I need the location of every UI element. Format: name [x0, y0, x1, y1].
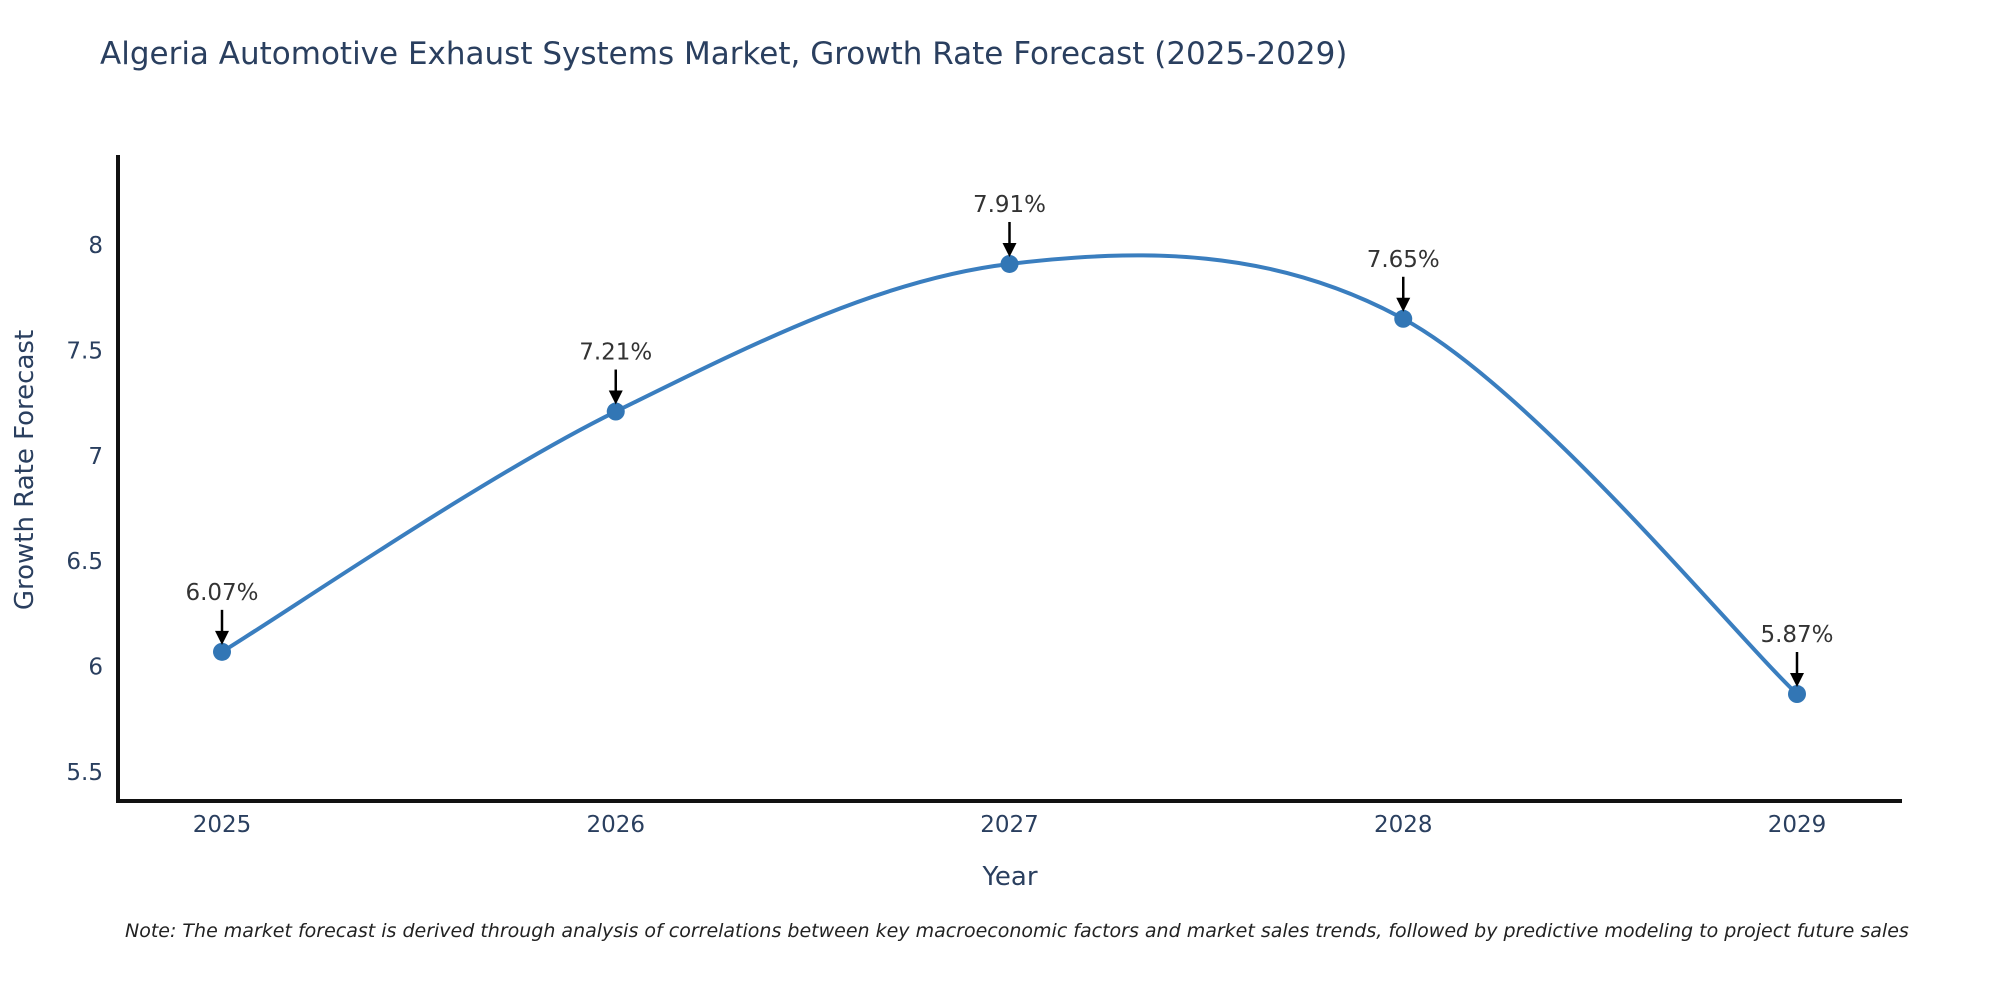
x-tick-label: 2027: [980, 812, 1039, 838]
y-axis-title: Growth Rate Forecast: [10, 330, 40, 610]
point-value-label: 6.07%: [185, 580, 258, 606]
data-point-marker: [1788, 685, 1806, 704]
y-tick-label: 6: [88, 655, 103, 681]
chart-footnote: Note: The market forecast is derived thr…: [125, 920, 1909, 942]
data-point-marker: [213, 642, 231, 661]
y-tick-label: 5.5: [66, 760, 103, 786]
x-tick-label: 2029: [1768, 812, 1827, 838]
point-annotations-group: 6.07% 7.21% 7.91% 7.65% 5.87%: [185, 192, 1834, 688]
y-tick-label: 7: [88, 444, 103, 470]
data-point-markers-group: [213, 254, 1806, 704]
data-point-marker: [1000, 254, 1019, 273]
x-tick-label: 2025: [193, 812, 252, 838]
point-value-label: 7.21%: [579, 340, 652, 366]
point-value-label: 7.91%: [973, 192, 1046, 218]
chart-title: Algeria Automotive Exhaust Systems Marke…: [100, 36, 1348, 72]
y-tick-label: 7.5: [66, 338, 103, 364]
y-axis-tick-labels: 5.5 6 6.5 7 7.5 8: [66, 233, 103, 786]
forecast-line: [220, 253, 1799, 696]
annotation-arrowhead: [608, 390, 623, 405]
annotation-arrowhead: [1002, 242, 1017, 257]
x-axis-title: Year: [981, 862, 1037, 892]
point-value-label: 5.87%: [1760, 622, 1833, 648]
point-value-label: 7.65%: [1367, 247, 1440, 273]
series-line-group: [220, 253, 1799, 696]
data-point-marker: [1394, 309, 1413, 328]
data-point-marker: [606, 402, 625, 421]
x-axis-tick-labels: 2025 2026 2027 2028 2029: [193, 812, 1827, 838]
annotation-arrowhead: [1396, 297, 1411, 312]
y-tick-label: 8: [88, 233, 103, 259]
x-tick-label: 2028: [1374, 812, 1433, 838]
y-tick-label: 6.5: [66, 549, 103, 575]
annotation-arrowhead: [215, 630, 229, 645]
x-tick-label: 2026: [586, 812, 645, 838]
annotation-arrowhead: [1790, 673, 1804, 688]
